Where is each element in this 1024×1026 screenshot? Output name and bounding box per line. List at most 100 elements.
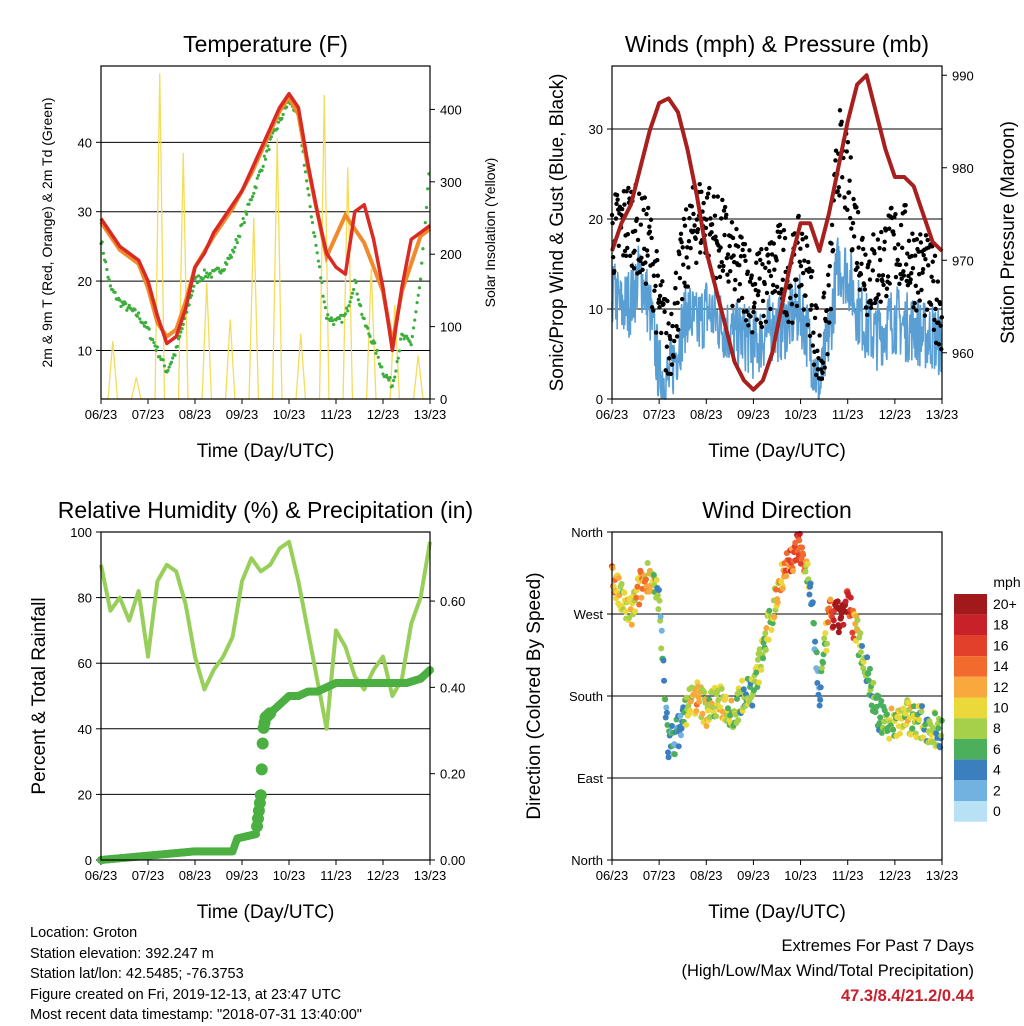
gust-point bbox=[697, 181, 702, 187]
direction-point bbox=[732, 711, 739, 718]
gust-point bbox=[812, 315, 818, 321]
direction-point bbox=[809, 599, 816, 606]
direction-point bbox=[656, 597, 663, 604]
gust-point bbox=[928, 302, 934, 307]
gust-point bbox=[661, 301, 666, 307]
gust-point bbox=[769, 252, 775, 257]
gust-point bbox=[917, 298, 922, 303]
gust-point bbox=[612, 268, 617, 274]
direction-point bbox=[701, 689, 708, 696]
gust-point bbox=[694, 260, 699, 266]
dewpoint-point bbox=[356, 298, 360, 302]
gust-point bbox=[876, 292, 881, 297]
direction-point bbox=[693, 707, 700, 714]
gust-point bbox=[802, 258, 807, 263]
x-tick-label: 10/23 bbox=[273, 868, 306, 883]
dewpoint-point bbox=[373, 341, 377, 345]
x-tick-label: 12/23 bbox=[879, 407, 912, 422]
direction-point bbox=[783, 573, 790, 580]
gust-point bbox=[660, 279, 665, 284]
gust-point bbox=[777, 234, 782, 240]
dewpoint-point bbox=[191, 289, 195, 293]
gust-point bbox=[909, 253, 915, 259]
gust-point bbox=[931, 278, 936, 284]
gust-point bbox=[885, 274, 891, 279]
gust-point bbox=[743, 258, 748, 264]
y-tick-label: South bbox=[569, 689, 603, 704]
dewpoint-point bbox=[360, 312, 364, 317]
dewpoint-point bbox=[235, 241, 239, 245]
x-tick-label: 13/23 bbox=[926, 407, 959, 422]
station-info: Location: Groton Station elevation: 392.… bbox=[30, 923, 362, 1026]
gust-point bbox=[644, 248, 650, 253]
legend-swatch bbox=[954, 656, 987, 677]
gust-point bbox=[937, 301, 943, 307]
gust-point bbox=[845, 207, 850, 213]
gust-point bbox=[712, 213, 718, 218]
direction-point bbox=[632, 608, 639, 615]
direction-point bbox=[932, 710, 939, 717]
direction-point bbox=[699, 710, 706, 717]
direction-point bbox=[621, 589, 628, 596]
y-tick-label: West bbox=[574, 607, 604, 622]
direction-point bbox=[807, 580, 814, 587]
dewpoint-point bbox=[316, 259, 320, 263]
dewpoint-point bbox=[201, 276, 205, 281]
gust-point bbox=[870, 268, 875, 273]
gust-point bbox=[711, 194, 717, 199]
direction-point bbox=[881, 718, 888, 725]
y-tick-label: North bbox=[571, 525, 603, 540]
dewpoint-point bbox=[142, 324, 147, 328]
direction-point bbox=[653, 576, 660, 583]
gust-point bbox=[858, 271, 864, 277]
direction-point bbox=[627, 606, 634, 613]
dewpoint-point bbox=[312, 231, 316, 235]
gust-point bbox=[935, 279, 941, 284]
gust-point bbox=[784, 312, 790, 318]
direction-point bbox=[763, 625, 770, 632]
direction-point bbox=[830, 617, 837, 624]
direction-point bbox=[823, 647, 830, 654]
gust-point bbox=[698, 250, 703, 255]
gust-point bbox=[674, 323, 679, 329]
direction-point bbox=[622, 608, 629, 615]
gust-point bbox=[874, 295, 879, 301]
gust-point bbox=[836, 185, 842, 190]
direction-point bbox=[859, 643, 866, 650]
direction-point bbox=[857, 649, 864, 656]
gust-point bbox=[681, 216, 687, 222]
gust-point bbox=[748, 314, 753, 319]
gust-point bbox=[933, 306, 938, 312]
gust-point bbox=[678, 231, 684, 237]
direction-point bbox=[900, 705, 907, 712]
direction-point bbox=[657, 613, 664, 620]
legend-swatch bbox=[954, 801, 987, 822]
direction-point bbox=[675, 743, 682, 750]
dewpoint-point bbox=[348, 300, 352, 304]
gust-point bbox=[913, 253, 918, 258]
direction-point bbox=[638, 594, 645, 601]
gust-point bbox=[803, 293, 808, 298]
gust-point bbox=[717, 264, 722, 269]
gust-point bbox=[814, 305, 819, 311]
direction-point bbox=[913, 734, 920, 741]
dewpoint-point bbox=[326, 313, 330, 317]
gust-point bbox=[639, 255, 644, 261]
gust-point bbox=[876, 273, 882, 278]
gust-point bbox=[742, 253, 747, 259]
gust-point bbox=[738, 254, 744, 259]
direction-point bbox=[765, 636, 772, 643]
plot-border bbox=[100, 65, 431, 400]
gust-point bbox=[641, 207, 646, 213]
gust-point bbox=[857, 287, 862, 292]
gust-point bbox=[844, 149, 849, 154]
latlon-text: Station lat/lon: 42.5485; -76.3753 bbox=[30, 966, 244, 983]
gust-point bbox=[906, 238, 912, 244]
dewpoint-point bbox=[420, 261, 424, 265]
gust-point bbox=[761, 313, 766, 319]
dewpoint-point bbox=[108, 284, 112, 288]
dewpoint-point bbox=[313, 234, 317, 238]
gust-point bbox=[669, 311, 674, 317]
direction-point bbox=[766, 607, 773, 614]
